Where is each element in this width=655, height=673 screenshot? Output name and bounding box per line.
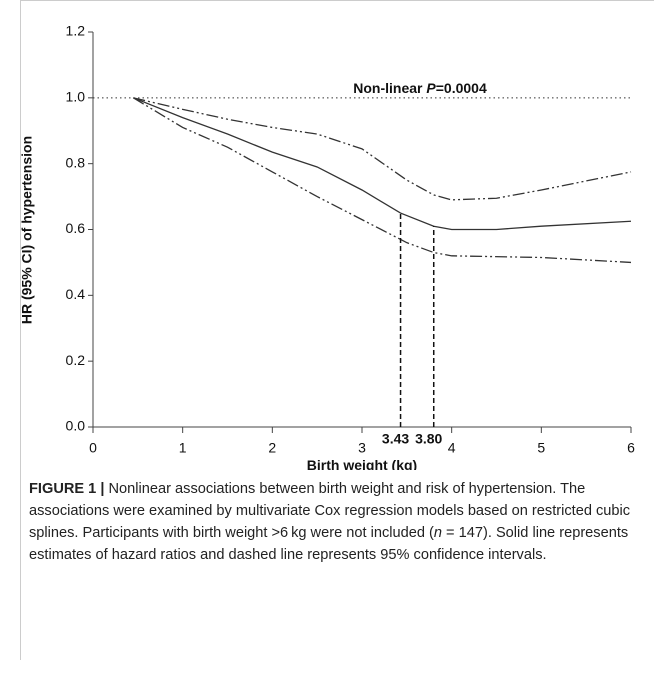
annotation-text: P	[426, 80, 436, 96]
line	[133, 97, 632, 264]
annotation-text: Non-linear	[353, 80, 426, 96]
annotation-text: =0.0004	[436, 80, 487, 96]
y-tick-label: 1.2	[66, 23, 86, 39]
y-tick-label: 0.6	[66, 220, 86, 236]
x-tick-label: 2	[268, 440, 276, 456]
y-tick-label: 0.2	[66, 352, 86, 368]
marker-label: 3.80	[415, 431, 442, 447]
x-tick-label: 1	[179, 440, 187, 456]
x-axis-label: Birth weight (kg)	[307, 457, 417, 470]
y-tick-label: 0.8	[66, 154, 86, 170]
y-tick-label: 1.0	[66, 89, 86, 105]
line	[133, 97, 632, 231]
figure-frame	[20, 0, 654, 660]
caption-text: n	[433, 525, 442, 541]
x-tick-label: 4	[448, 440, 456, 456]
x-tick-label: 3	[358, 440, 366, 456]
x-tick-label: 0	[89, 440, 97, 456]
y-tick-label: 0.0	[66, 418, 86, 434]
marker-label: 3.43	[382, 431, 409, 447]
caption-text: = 147). Solid line represents estimates …	[29, 525, 629, 563]
caption: FIGURE 1 | Nonlinear associations betwee…	[29, 478, 641, 658]
y-axis-label: HR (95% CI) of hypertension	[19, 136, 35, 324]
caption-label: FIGURE 1 |	[29, 481, 105, 497]
line	[133, 97, 632, 201]
x-tick-label: 6	[627, 440, 635, 456]
x-tick-label: 5	[537, 440, 545, 456]
annotation: Non-linear P=0.0004	[353, 80, 487, 96]
y-tick-label: 0.4	[66, 286, 86, 302]
chart: HR (95% CI) of hypertension Birth weight…	[19, 23, 635, 470]
caption-text: Nonlinear associations between birth wei…	[29, 481, 631, 541]
